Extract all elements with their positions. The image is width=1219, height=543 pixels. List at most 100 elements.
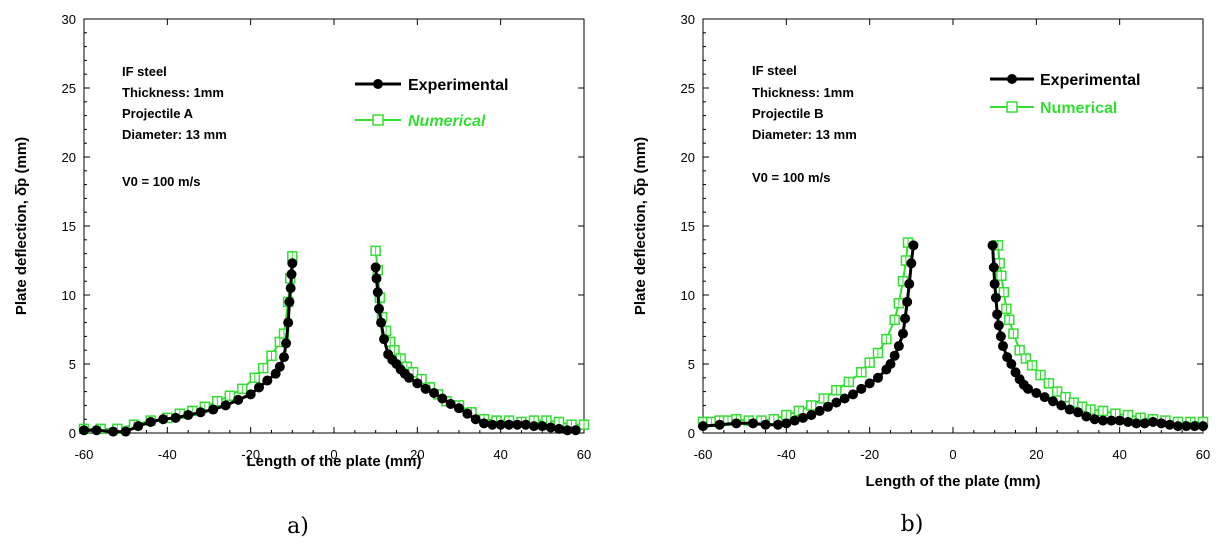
series-line xyxy=(991,245,1203,428)
data-point-experimental xyxy=(545,422,556,433)
data-point-experimental xyxy=(902,296,913,307)
data-point-experimental xyxy=(864,378,875,389)
data-point-experimental xyxy=(1198,421,1208,432)
y-tick-label: 25 xyxy=(681,81,695,96)
panel-label-a: a) xyxy=(287,514,309,539)
data-point-experimental xyxy=(1098,415,1108,426)
series-line xyxy=(374,250,584,426)
data-point-experimental xyxy=(274,361,285,372)
data-point-experimental xyxy=(1173,421,1183,432)
data-point-experimental xyxy=(120,426,131,437)
data-point-experimental xyxy=(412,378,423,389)
data-point-experimental xyxy=(287,258,298,269)
legend-marker-experimental-a xyxy=(373,79,383,89)
chart-panel-a: 0 5 10 15 20 25 30 -60 -40 -20 0 20 40 60 Length of … xyxy=(13,12,591,539)
data-point-experimental xyxy=(286,269,297,280)
data-point-experimental xyxy=(781,418,792,429)
data-point-experimental xyxy=(988,262,999,273)
series-layer-b xyxy=(697,237,1209,432)
data-point-experimental xyxy=(839,393,850,404)
data-point-experimental xyxy=(208,404,219,415)
data-point-experimental xyxy=(245,389,256,400)
data-point-experimental xyxy=(1006,359,1017,369)
data-point-experimental xyxy=(773,419,783,430)
x-tick-label: 60 xyxy=(1196,447,1210,462)
annotation-block-b: IF steel Thickness: 1mm Projectile B Dia… xyxy=(752,63,857,185)
series-layer-a xyxy=(78,245,590,437)
data-point-experimental xyxy=(562,425,573,436)
annotation-diameter-b: Diameter: 13 mm xyxy=(752,127,857,142)
data-point-experimental xyxy=(91,425,102,436)
data-point-experimental xyxy=(195,407,206,418)
annotation-velocity-a: V0 = 100 m/s xyxy=(122,174,200,189)
series-line xyxy=(84,256,294,430)
data-point-experimental xyxy=(145,416,156,427)
y-tick-label: 0 xyxy=(688,426,695,441)
data-point-experimental xyxy=(512,419,523,430)
data-point-experimental xyxy=(520,419,531,430)
data-point-experimental xyxy=(990,292,1001,303)
data-point-experimental xyxy=(220,400,231,411)
data-point-experimental xyxy=(1139,418,1150,429)
data-point-experimental xyxy=(908,240,919,251)
data-point-experimental xyxy=(806,410,817,421)
legend-label-numerical-b: Numerical xyxy=(1040,100,1117,117)
data-point-experimental xyxy=(904,278,915,289)
data-point-experimental xyxy=(714,419,725,430)
x-tick-label: 40 xyxy=(1112,447,1126,462)
legend-a: Experimental Numerical xyxy=(355,77,508,130)
legend-label-numerical-a: Numerical xyxy=(408,113,486,130)
x-tick-label: 0 xyxy=(330,447,337,462)
data-point-experimental xyxy=(798,412,808,423)
y-tick-label: 25 xyxy=(62,81,76,96)
data-point-experimental xyxy=(504,419,514,430)
data-point-experimental xyxy=(889,350,900,361)
series-numerical-b xyxy=(697,237,1209,428)
legend-label-experimental-b: Experimental xyxy=(1040,72,1140,89)
plot-area-a xyxy=(83,18,585,434)
data-point-experimental xyxy=(1089,414,1100,425)
data-point-experimental xyxy=(1023,383,1033,394)
x-axis-title-a: Length of the plate (mm) xyxy=(247,453,422,470)
data-point-experimental xyxy=(885,359,896,369)
x-tick-label: 0 xyxy=(949,447,956,462)
data-point-experimental xyxy=(487,419,498,430)
annotation-projectile-b: Projectile B xyxy=(752,106,824,121)
x-tick-label: -20 xyxy=(860,447,879,462)
annotation-thickness-b: Thickness: 1mm xyxy=(752,85,854,100)
x-tick-label: -40 xyxy=(777,447,796,462)
data-point-experimental xyxy=(1073,407,1083,418)
data-point-experimental xyxy=(371,273,382,284)
series-line xyxy=(374,267,576,432)
data-point-experimental xyxy=(1039,392,1050,403)
x-tick-label: -20 xyxy=(241,447,260,462)
data-point-experimental xyxy=(281,338,292,349)
data-point-experimental xyxy=(1031,387,1042,398)
x-tick-label: 40 xyxy=(493,447,507,462)
legend-b: Experimental Numerical xyxy=(990,72,1140,117)
series-line xyxy=(997,245,1203,423)
data-point-experimental xyxy=(1181,421,1192,432)
data-point-experimental xyxy=(995,331,1006,342)
annotation-material-b: IF steel xyxy=(752,63,797,78)
data-point-experimental xyxy=(823,401,833,412)
data-point-experimental xyxy=(731,418,742,429)
data-point-experimental xyxy=(283,317,294,328)
data-point-experimental xyxy=(748,418,758,429)
y-tick-label: 15 xyxy=(681,219,695,234)
x-axis-title-b: Length of the plate (mm) xyxy=(866,473,1041,490)
x-tick-label: -40 xyxy=(158,447,177,462)
data-point-experimental xyxy=(1123,416,1133,427)
data-point-experimental xyxy=(900,313,911,324)
series-numerical-a xyxy=(78,245,590,435)
data-point-experimental xyxy=(1106,415,1117,426)
data-point-experimental xyxy=(831,397,842,408)
data-point-experimental xyxy=(1131,418,1142,429)
data-point-experimental xyxy=(848,389,858,400)
y-axis-title-a: Plate deflection, δ̄p (mm) xyxy=(13,137,30,315)
x-tick-label: 20 xyxy=(1029,447,1043,462)
data-point-experimental xyxy=(898,328,908,339)
y-tick-label: 5 xyxy=(688,357,695,372)
data-point-experimental xyxy=(1114,415,1125,426)
